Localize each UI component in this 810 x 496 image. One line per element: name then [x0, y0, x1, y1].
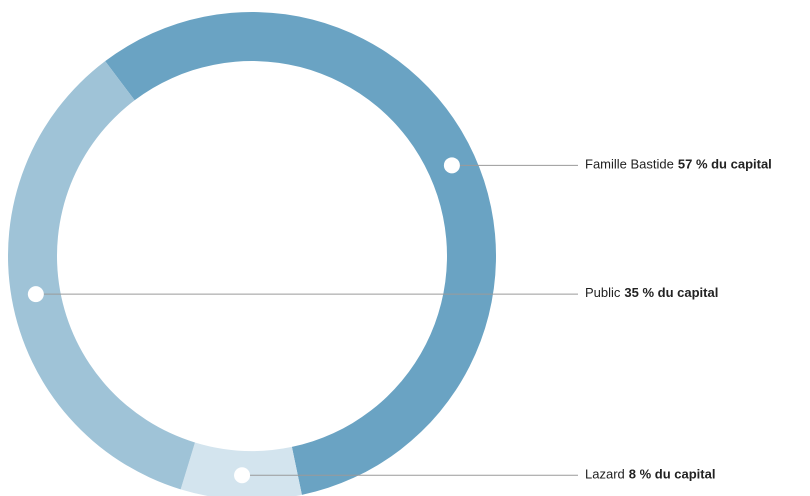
- segment-value-label: 35 % du capital: [624, 286, 718, 301]
- segment-dot: [27, 286, 44, 303]
- donut-segment: [105, 11, 497, 495]
- segment-value-label: 8 % du capital: [629, 467, 716, 482]
- segment-label: Public 35 % du capital: [585, 286, 718, 301]
- segment-name: Lazard: [585, 467, 625, 482]
- segment-value-label: 57 % du capital: [678, 157, 772, 172]
- segment-name: Famille Bastide: [585, 157, 674, 172]
- segment-dot: [443, 157, 460, 174]
- segment-label: Lazard 8 % du capital: [585, 467, 715, 482]
- donut-segment: [8, 61, 195, 490]
- segment-name: Public: [585, 286, 621, 301]
- segment-label: Famille Bastide 57 % du capital: [585, 157, 772, 172]
- segment-dot: [234, 467, 251, 484]
